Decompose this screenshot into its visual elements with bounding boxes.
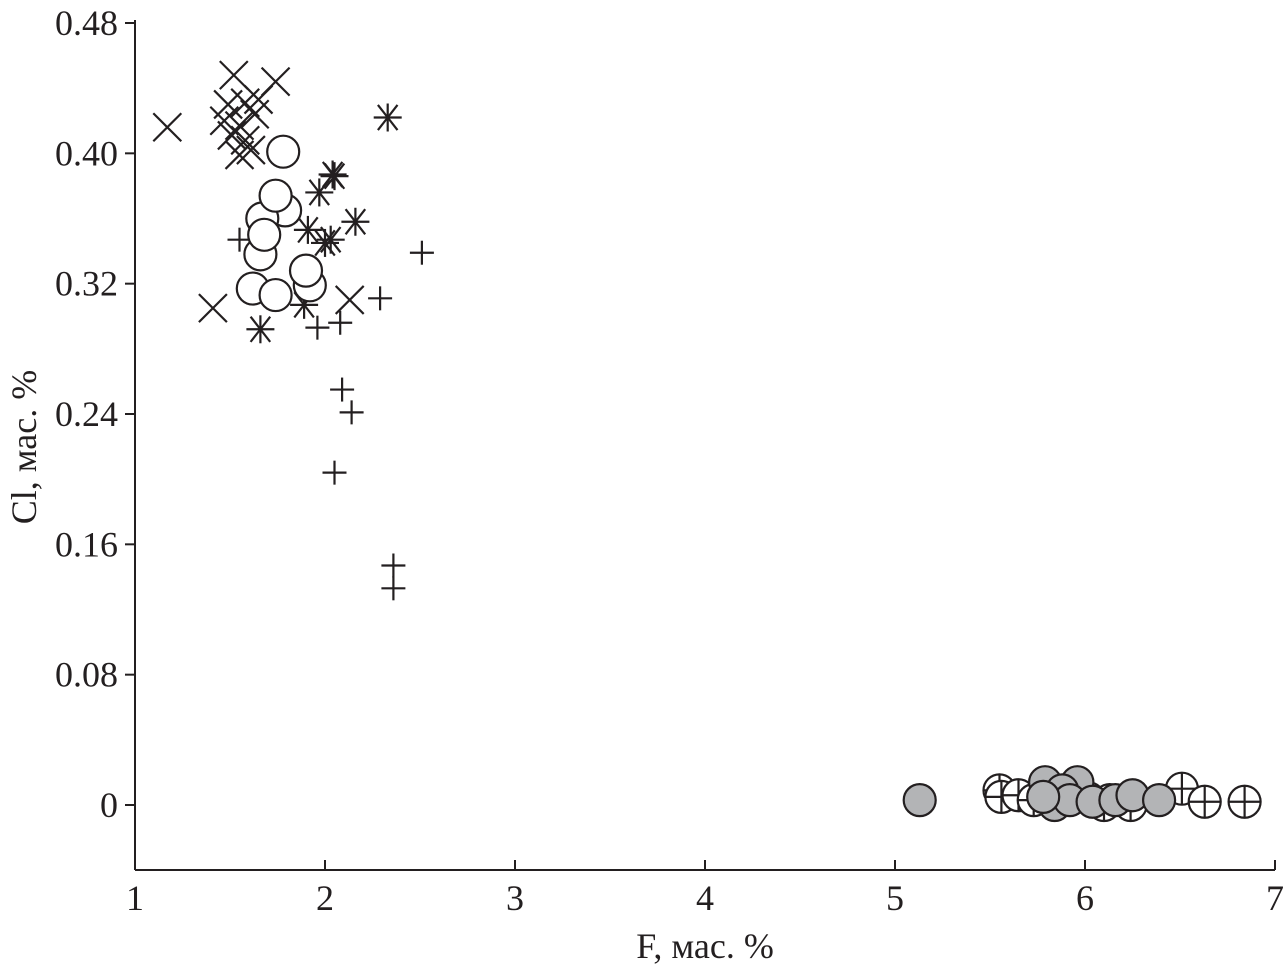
point-asterisk xyxy=(311,228,339,257)
point-x-cross xyxy=(230,125,260,156)
point-open-circle xyxy=(258,277,293,313)
point-x-cross xyxy=(236,135,266,165)
x-tick-label: 2 xyxy=(316,878,334,918)
y-tick-label: 0 xyxy=(100,785,118,825)
point-plus xyxy=(381,553,406,578)
point-asterisk xyxy=(305,178,334,207)
point-open-circle xyxy=(266,134,301,169)
point-plus xyxy=(381,576,406,601)
y-tick-label: 0.40 xyxy=(55,133,118,173)
point-circle-plus xyxy=(1187,784,1222,819)
point-circle-plus xyxy=(1227,784,1262,819)
point-x-cross xyxy=(152,112,183,143)
point-plus xyxy=(330,377,355,402)
x-tick-label: 4 xyxy=(696,878,714,918)
point-open-circle xyxy=(288,253,324,288)
point-plus xyxy=(328,310,353,335)
point-x-cross xyxy=(334,285,365,315)
point-plus xyxy=(339,400,364,425)
point-x-cross xyxy=(224,140,255,170)
point-plus xyxy=(409,240,434,265)
y-axis-label: Cl, мас. % xyxy=(4,370,44,525)
point-plus xyxy=(227,227,252,252)
point-filled-circle xyxy=(902,783,937,818)
point-x-cross xyxy=(219,60,249,90)
y-tick-label: 0.48 xyxy=(55,3,118,43)
x-tick-label: 3 xyxy=(506,878,524,918)
x-axis-label: F, мас. % xyxy=(636,926,774,966)
point-x-cross xyxy=(239,99,270,130)
data-points xyxy=(152,60,1262,823)
y-tick-label: 0.24 xyxy=(55,394,118,434)
point-filled-circle xyxy=(1141,783,1177,818)
y-tick-label: 0.16 xyxy=(55,524,118,564)
point-asterisk xyxy=(293,215,322,244)
x-tick-label: 5 xyxy=(886,878,904,918)
point-x-cross xyxy=(230,88,260,118)
axes: 0 0.08 0.16 0.24 0.32 0.40 0.48 1 2 3 4 5 6 7 xyxy=(55,3,1284,918)
y-tick-label: 0.08 xyxy=(55,655,118,695)
point-x-cross xyxy=(198,293,228,323)
point-plus xyxy=(322,460,347,485)
point-asterisk xyxy=(341,207,370,236)
point-open-circle xyxy=(258,178,293,213)
x-tick-label: 6 xyxy=(1076,878,1094,918)
point-asterisk xyxy=(320,162,349,191)
x-tick-label: 7 xyxy=(1266,878,1284,918)
point-filled-circle xyxy=(1026,779,1061,814)
point-asterisk xyxy=(373,103,402,132)
point-plus xyxy=(305,315,330,340)
point-asterisk xyxy=(246,315,275,344)
y-tick-label: 0.32 xyxy=(55,264,118,304)
x-tick-label: 1 xyxy=(126,878,144,918)
point-plus xyxy=(368,286,393,311)
point-open-circle xyxy=(247,217,282,252)
